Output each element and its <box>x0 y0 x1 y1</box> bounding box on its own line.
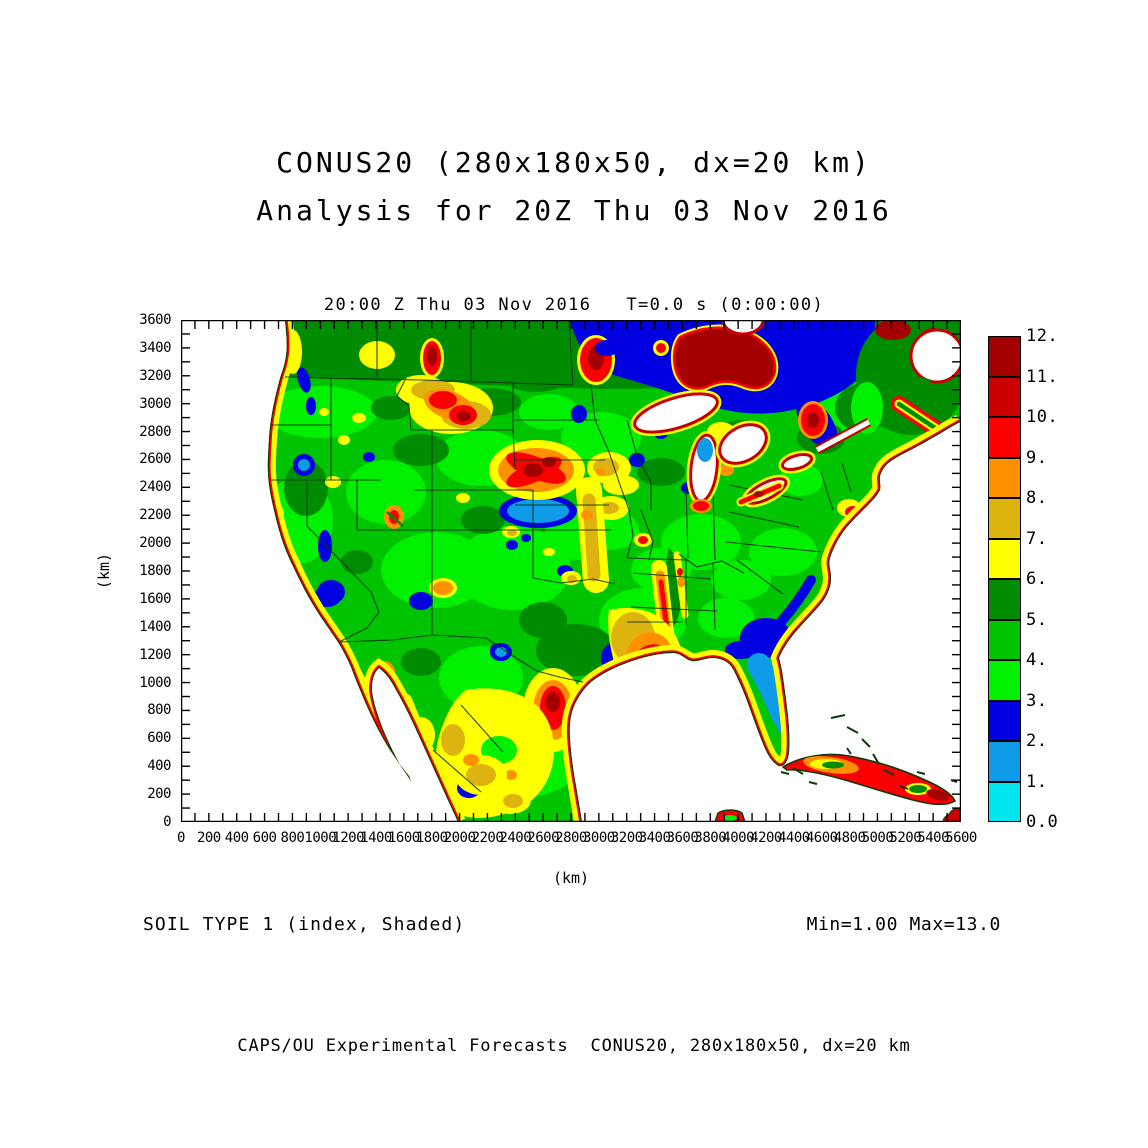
x-tick-label: 2400 <box>499 830 532 846</box>
x-tick-label: 5400 <box>917 830 949 846</box>
x-tick-label: 1000 <box>304 830 337 846</box>
x-tick-label: 5000 <box>861 830 894 846</box>
y-tick-label: 1600 <box>139 590 171 607</box>
x-tick-label: 2800 <box>555 830 587 846</box>
colorbar <box>988 336 1021 822</box>
y-tick-label: 0 <box>163 814 171 830</box>
x-tick-label: 4600 <box>805 830 838 846</box>
x-tick-label: 200 <box>196 830 221 846</box>
y-tick-label: 2200 <box>139 507 171 524</box>
y-tick-label: 2400 <box>139 479 171 496</box>
x-tick-label: 1400 <box>360 830 392 846</box>
x-tick-label: 600 <box>252 830 277 846</box>
colorbar-tick-label: 6. <box>1026 569 1048 589</box>
x-tick-label: 5600 <box>945 830 977 846</box>
colorbar-cell <box>988 741 1021 782</box>
colorbar-tick-label: 4. <box>1026 650 1048 670</box>
colorbar-cell <box>988 417 1021 458</box>
y-tick-label: 1200 <box>139 646 171 663</box>
caribbean-islands <box>714 714 961 822</box>
colorbar-tick-label: 8. <box>1026 488 1048 508</box>
x-tick-label: 4200 <box>750 830 782 846</box>
y-tick-label: 3200 <box>139 367 171 384</box>
colorbar-tick-label: 10. <box>1026 407 1059 427</box>
y-tick-label: 200 <box>147 786 171 803</box>
y-tick-label: 1800 <box>139 563 171 579</box>
x-tick-label: 3400 <box>638 830 671 846</box>
colorbar-cell <box>988 336 1021 377</box>
colorbar-cell <box>988 376 1021 417</box>
y-tick-label: 3000 <box>139 395 171 412</box>
footer-caption: CAPS/OU Experimental Forecasts CONUS20, … <box>237 1036 911 1056</box>
colorbar-tick-label: 1. <box>1026 771 1048 792</box>
colorbar-cell <box>988 781 1021 822</box>
y-tick-label: 2800 <box>139 423 171 440</box>
x-tick-label: 3000 <box>582 830 615 846</box>
colorbar-cell <box>988 538 1021 579</box>
canada-blue-region <box>571 320 875 449</box>
colorbar-cell <box>988 660 1021 701</box>
x-tick-label: 1800 <box>415 830 448 846</box>
colorbar-tick-label: 5. <box>1026 609 1048 630</box>
y-tick-label: 3600 <box>139 312 171 328</box>
x-tick-label: 1200 <box>332 830 364 846</box>
axis-ticks <box>181 320 961 822</box>
colorbar-tick-label: 2. <box>1026 731 1048 751</box>
colorbar-tick-label: 7. <box>1026 528 1048 549</box>
colorbar-tick-label: 9. <box>1026 447 1048 468</box>
colorbar-tick-label: 0.0 <box>1026 812 1059 832</box>
figure-title-line1: CONUS20 (280x180x50, dx=20 km) <box>276 146 872 179</box>
map-plot <box>181 320 961 822</box>
x-tick-label: 4400 <box>777 830 810 846</box>
x-tick-label: 3600 <box>666 830 699 846</box>
x-tick-label: 5200 <box>889 830 922 846</box>
x-axis-unit-label: (km) <box>552 869 590 887</box>
y-tick-label: 800 <box>147 702 171 719</box>
y-tick-label: 3400 <box>139 339 171 356</box>
x-tick-label: 4800 <box>833 830 866 846</box>
x-tick-label: 3200 <box>610 830 643 846</box>
x-tick-label: 400 <box>224 830 249 846</box>
y-tick-label: 1000 <box>139 674 171 691</box>
y-tick-label: 1400 <box>139 618 171 635</box>
y-tick-label: 2600 <box>139 451 171 468</box>
x-tick-label: 0 <box>177 830 185 846</box>
colorbar-cell <box>988 619 1021 660</box>
colorbar-cell <box>988 498 1021 539</box>
x-tick-label: 2000 <box>443 830 476 846</box>
great-lakes <box>630 320 872 513</box>
y-tick-label: 2000 <box>139 535 171 552</box>
x-tick-label: 800 <box>280 830 305 846</box>
colorbar-tick-label: 3. <box>1026 690 1048 711</box>
maritimes-region <box>851 320 960 438</box>
x-tick-label: 4000 <box>722 830 754 846</box>
x-tick-label: 3800 <box>694 830 727 846</box>
colorbar-tick-label: 11. <box>1026 366 1059 387</box>
field-caption: SOIL TYPE 1 (index, Shaded) <box>143 914 466 935</box>
y-tick-label: 400 <box>147 758 171 775</box>
y-tick-label: 600 <box>147 730 171 747</box>
colorbar-cell <box>988 700 1021 741</box>
x-tick-label: 2600 <box>527 830 559 846</box>
colorbar-cell <box>988 579 1021 620</box>
colorbar-cell <box>988 457 1021 498</box>
state-borders <box>269 320 852 793</box>
x-tick-label: 2200 <box>471 830 504 846</box>
x-tick-label: 1600 <box>387 830 420 846</box>
y-axis-unit-label: (km) <box>95 552 113 590</box>
minmax-caption: Min=1.00 Max=13.0 <box>806 914 1001 935</box>
colorbar-tick-label: 12. <box>1026 326 1059 346</box>
plot-valid-time-header: 20:00 Z Thu 03 Nov 2016 T=0.0 s (0:00:00… <box>323 295 825 315</box>
figure-title-line2: Analysis for 20Z Thu 03 Nov 2016 <box>256 194 892 227</box>
